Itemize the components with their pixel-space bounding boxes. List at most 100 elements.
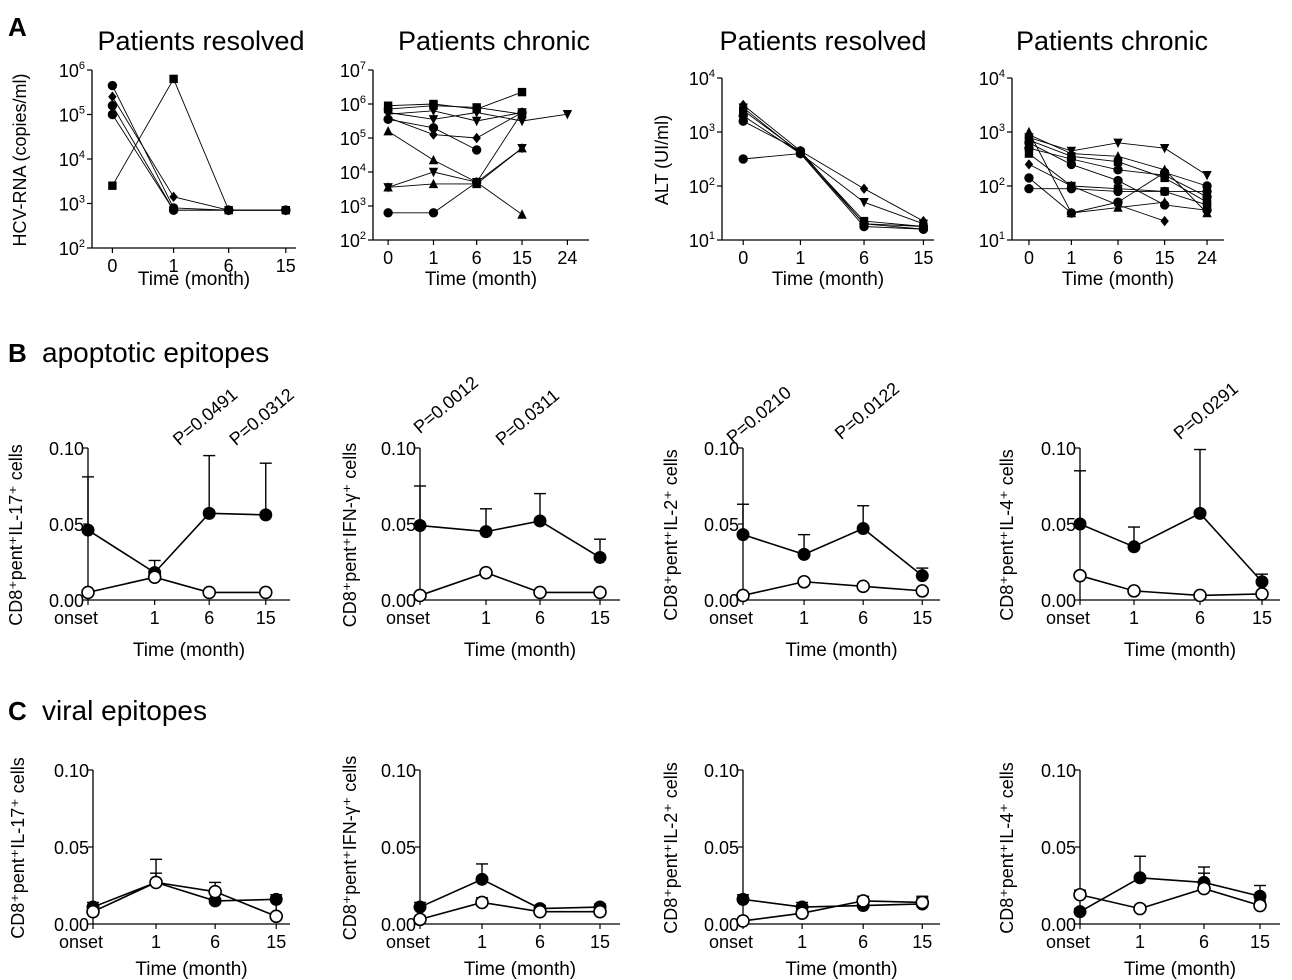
y-axis-label: CD8⁺pent⁺IL-17⁺ cells (6, 444, 26, 626)
y-tick-label: 104 (59, 149, 85, 170)
y-tick-label: 107 (340, 60, 366, 81)
data-point (1133, 871, 1147, 885)
y-tick-label: 0.10 (1041, 761, 1076, 781)
series-line (387, 147, 523, 188)
x-tick-label: 6 (858, 932, 868, 952)
y-tick-exponent: 5 (79, 105, 85, 117)
x-tick-label: onset (1046, 932, 1090, 952)
series-line (387, 130, 523, 215)
chart-b3: 0.00 0.05 0.10 onset 1 6 15 Time (month) CD8⁺pen… (661, 378, 940, 661)
series-line (388, 147, 523, 188)
y-tick-label: 104 (689, 68, 715, 89)
x-tick-label: 1 (481, 608, 491, 628)
y-tick-label: 0.05 (49, 515, 84, 535)
data-point (383, 208, 393, 218)
data-point (107, 109, 118, 120)
p-value-annotation: P=0.0122 (831, 378, 903, 443)
x-tick-label: 6 (472, 248, 482, 268)
y-tick-exponent: 3 (999, 122, 1005, 134)
data-point (413, 519, 427, 533)
chart-b1: 0.00 0.05 0.10 onset 1 6 15 Time (month) CD8⁺pen… (6, 384, 298, 661)
data-point (736, 528, 750, 542)
chart-a1: 102 103 104 105 106 0 1 6 15 Time (month) HCV-RNA … (10, 26, 305, 290)
data-point (1255, 587, 1269, 601)
data-point (1073, 568, 1087, 583)
p-value-annotation: P=0.0012 (410, 372, 482, 437)
data-point (1193, 588, 1207, 603)
data-point (856, 894, 870, 908)
series-line (742, 104, 924, 222)
data-point (517, 107, 527, 118)
data-point (738, 154, 748, 164)
data-point (1113, 197, 1123, 207)
data-point (413, 912, 427, 927)
y-tick-label: 101 (979, 230, 1005, 251)
x-tick-label: 6 (1113, 248, 1123, 268)
chart-title: Patients resolved (97, 26, 304, 56)
data-point (224, 205, 233, 215)
data-point (533, 585, 547, 600)
data-point (562, 110, 573, 120)
x-tick-label: 24 (557, 248, 577, 268)
data-point (1073, 517, 1087, 531)
data-point (108, 91, 117, 102)
y-axis-label: CD8⁺pent⁺IFN-γ⁺ cells (340, 443, 360, 628)
panel-label-b: B (8, 338, 27, 368)
series-line (742, 115, 924, 227)
y-axis-label: CD8⁺pent⁺IFN-γ⁺ cells (340, 756, 360, 941)
data-point (859, 221, 869, 232)
data-point (915, 569, 929, 583)
panel-title-b: apoptotic epitopes (42, 337, 269, 368)
y-tick-exponent: 6 (360, 94, 366, 106)
data-point (472, 132, 481, 144)
y-tick-label: 0.10 (381, 439, 416, 459)
data-point (202, 585, 216, 600)
data-point (1024, 173, 1034, 183)
data-point (1066, 184, 1077, 194)
series-line (112, 114, 286, 211)
x-tick-label: 6 (535, 932, 545, 952)
data-point (1073, 905, 1087, 919)
data-point (1193, 506, 1207, 520)
y-tick-label: 0.00 (49, 591, 84, 611)
x-tick-label: 6 (1199, 932, 1209, 952)
y-tick-exponent: 4 (79, 149, 85, 161)
data-point (736, 588, 750, 603)
chart-c1: 0.00 0.05 0.10 onset 1 6 15 Time (month) CD8⁺pen… (8, 757, 290, 980)
data-point (1255, 575, 1269, 589)
x-axis-label: Time (month) (425, 269, 537, 290)
data-point (479, 525, 493, 539)
data-point (1113, 157, 1123, 166)
x-tick-label: 1 (795, 248, 805, 268)
y-axis-label: CD8⁺pent⁺IL-2⁺ cells (661, 762, 681, 934)
y-axis-label: CD8⁺pent⁺IL-4⁺ cells (997, 449, 1017, 621)
data-point (471, 177, 482, 187)
y-tick-label: 0.10 (1041, 439, 1076, 459)
y-axis-label: CD8⁺pent⁺IL-4⁺ cells (997, 762, 1017, 934)
x-tick-label: 15 (256, 608, 276, 628)
x-tick-label: 1 (428, 248, 438, 268)
series-line (92, 881, 277, 918)
y-tick-exponent: 4 (999, 68, 1005, 80)
data-point (1253, 898, 1267, 913)
x-tick-label: onset (54, 608, 98, 628)
data-point (471, 108, 482, 118)
x-axis-label: Time (month) (785, 640, 897, 661)
y-tick-label: 0.05 (704, 838, 739, 858)
y-tick-label: 0.10 (704, 761, 739, 781)
y-tick-exponent: 2 (79, 238, 85, 250)
data-point (475, 872, 489, 886)
data-point (795, 906, 809, 921)
y-tick-label: 0.00 (704, 591, 739, 611)
data-point (797, 574, 811, 589)
p-value-annotation: P=0.0210 (723, 382, 795, 447)
series-line (419, 901, 600, 921)
x-axis-label: Time (month) (464, 640, 576, 661)
p-value-annotation: P=0.0291 (1170, 378, 1242, 443)
series-line (387, 112, 523, 139)
data-point (533, 514, 547, 528)
data-point (795, 148, 806, 159)
data-point (1024, 159, 1034, 170)
x-tick-label: 15 (1250, 932, 1270, 952)
x-tick-label: 6 (858, 608, 868, 628)
